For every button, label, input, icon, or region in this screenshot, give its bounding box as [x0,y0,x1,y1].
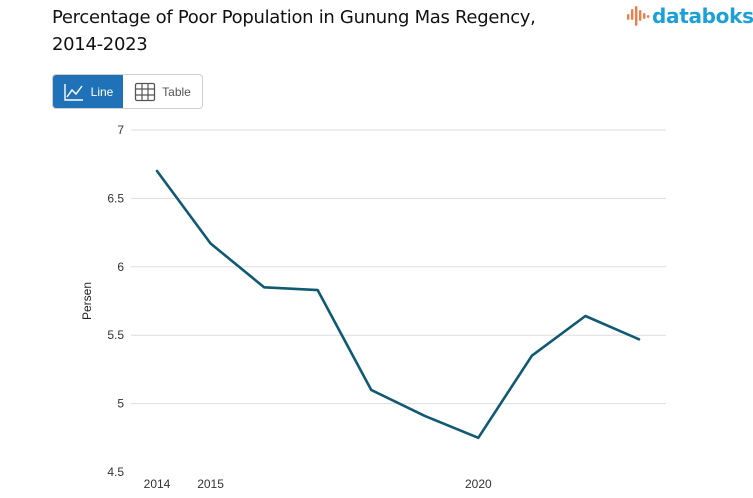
table-view-label: Table [162,84,191,99]
line-view-button[interactable]: Line [53,75,123,108]
x-tick-label: 2015 [197,477,224,491]
x-tick-label: 2020 [465,477,492,491]
data-point[interactable] [315,287,321,293]
data-point[interactable] [368,387,374,393]
y-tick-label: 4.5 [107,465,124,479]
data-point[interactable] [208,241,214,247]
chart-title: Percentage of Poor Population in Gunung … [52,4,572,58]
series-line [155,169,641,440]
line-chart-icon [63,82,85,102]
y-tick-label: 7 [117,123,124,137]
data-point[interactable] [261,284,267,290]
x-tick-label: 2014 [144,477,171,491]
y-axis-label: Persen [80,282,94,320]
view-toggle: Line Table [52,74,203,109]
chart-title-line1: Percentage of Poor Population in Gunung … [52,7,536,28]
y-tick-label: 5 [117,397,124,411]
y-tick-label: 5.5 [107,328,124,342]
x-axis-ticks: 2014 2015 2020 [144,477,492,491]
series-layer [154,168,642,441]
gridlines [131,129,666,405]
chart-title-line2: 2014-2023 [52,34,148,55]
table-view-button[interactable]: Table [123,75,202,108]
y-tick-label: 6.5 [107,191,124,205]
y-tick-label: 6 [117,260,124,274]
data-point[interactable] [154,168,160,174]
data-point[interactable] [475,435,481,441]
data-point[interactable] [582,313,588,319]
brand-name: databoks [652,4,753,28]
y-axis-ticks: 4.5 5 5.5 6 6.5 7 [107,123,124,479]
line-view-label: Line [90,84,114,99]
data-point[interactable] [422,413,428,419]
table-grid-icon [134,82,156,102]
data-point[interactable] [529,353,535,359]
data-point[interactable] [636,336,642,342]
databoks-mark-icon [627,6,650,26]
databoks-logo[interactable]: databoks [626,4,753,28]
